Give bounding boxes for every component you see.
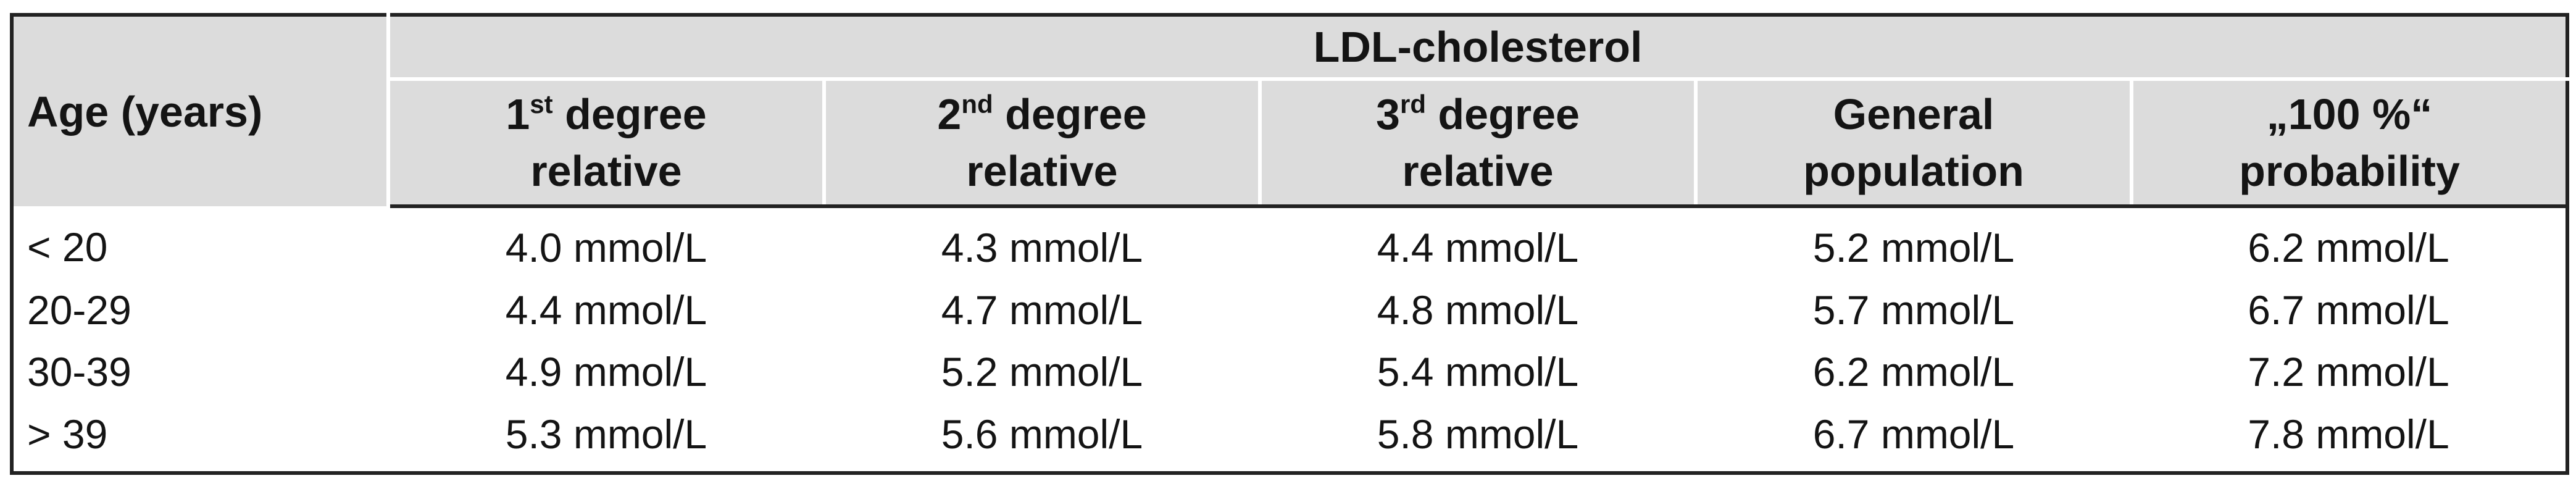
age-column-header: Age (years) [12, 15, 390, 206]
column-header-row: 1st degree relative 2nd degree relative … [12, 79, 2567, 208]
value-cell: 7.2 mmol/L [2132, 340, 2567, 403]
value-cell: 6.2 mmol/L [1696, 340, 2132, 403]
value-cell: 5.2 mmol/L [824, 340, 1260, 403]
table-row: 30-39 4.9 mmol/L 5.2 mmol/L 5.4 mmol/L 6… [12, 340, 2567, 403]
value-cell: 6.7 mmol/L [2132, 278, 2567, 341]
age-cell: > 39 [12, 403, 388, 473]
value-cell: 5.3 mmol/L [388, 403, 824, 473]
ldl-cholesterol-group-header: LDL-cholesterol [388, 15, 2567, 81]
value-cell: 5.7 mmol/L [1696, 278, 2132, 341]
age-cell: 20-29 [12, 278, 388, 341]
value-cell: 4.8 mmol/L [1260, 278, 1696, 341]
value-cell: 4.4 mmol/L [388, 278, 824, 341]
table-row: > 39 5.3 mmol/L 5.6 mmol/L 5.8 mmol/L 6.… [12, 403, 2567, 473]
value-cell: 6.2 mmol/L [2132, 206, 2567, 279]
column-header-100-percent-probability: „100 %“ probability [2132, 79, 2567, 208]
value-cell: 4.9 mmol/L [388, 340, 824, 403]
value-cell: 4.7 mmol/L [824, 278, 1260, 341]
value-cell: 4.3 mmol/L [824, 206, 1260, 279]
value-cell: 5.2 mmol/L [1696, 206, 2132, 279]
table-row: < 20 4.0 mmol/L 4.3 mmol/L 4.4 mmol/L 5.… [12, 206, 2567, 279]
value-cell: 4.0 mmol/L [388, 206, 824, 279]
table-row: 20-29 4.4 mmol/L 4.7 mmol/L 4.8 mmol/L 5… [12, 278, 2567, 341]
value-cell: 5.6 mmol/L [824, 403, 1260, 473]
value-cell: 6.7 mmol/L [1696, 403, 2132, 473]
value-cell: 4.4 mmol/L [1260, 206, 1696, 279]
ldl-cholesterol-table: Age (years) LDL-cholesterol 1st degree r… [10, 13, 2569, 475]
column-header-second-degree-relative: 2nd degree relative [824, 79, 1262, 208]
group-header-row: Age (years) LDL-cholesterol [12, 15, 2567, 206]
value-cell: 7.8 mmol/L [2132, 403, 2567, 473]
column-header-general-population: General population [1696, 79, 2133, 208]
column-header-third-degree-relative: 3rd degree relative [1260, 79, 1698, 208]
value-cell: 5.4 mmol/L [1260, 340, 1696, 403]
value-cell: 5.8 mmol/L [1260, 403, 1696, 473]
age-cell: 30-39 [12, 340, 388, 403]
column-header-first-degree-relative: 1st degree relative [388, 79, 826, 208]
age-cell: < 20 [12, 206, 388, 279]
